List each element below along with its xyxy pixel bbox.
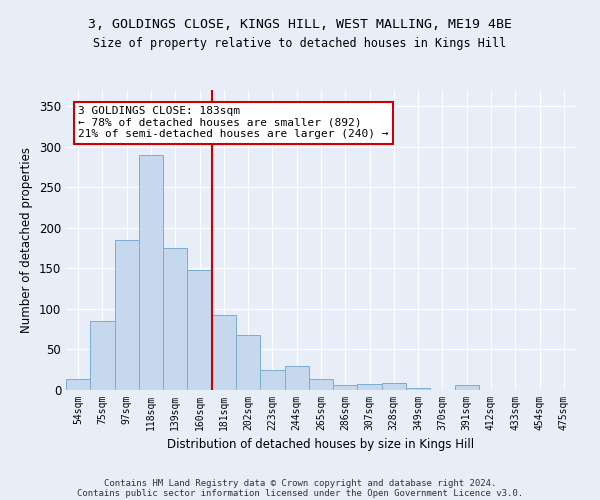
X-axis label: Distribution of detached houses by size in Kings Hill: Distribution of detached houses by size … [167, 438, 475, 452]
Bar [333, 385, 358, 390]
Y-axis label: Number of detached properties: Number of detached properties [20, 147, 34, 333]
Text: Contains HM Land Registry data © Crown copyright and database right 2024.: Contains HM Land Registry data © Crown c… [104, 478, 496, 488]
Bar [115, 240, 139, 390]
Bar [187, 270, 212, 390]
Bar [358, 384, 382, 390]
Bar [260, 370, 284, 390]
Bar [90, 321, 115, 390]
Bar [139, 155, 163, 390]
Bar [163, 248, 187, 390]
Bar [406, 388, 430, 390]
Bar [309, 378, 333, 390]
Text: Contains public sector information licensed under the Open Government Licence v3: Contains public sector information licen… [77, 488, 523, 498]
Bar [382, 382, 406, 390]
Text: 3, GOLDINGS CLOSE, KINGS HILL, WEST MALLING, ME19 4BE: 3, GOLDINGS CLOSE, KINGS HILL, WEST MALL… [88, 18, 512, 30]
Bar [212, 314, 236, 390]
Bar [455, 385, 479, 390]
Bar [284, 366, 309, 390]
Text: Size of property relative to detached houses in Kings Hill: Size of property relative to detached ho… [94, 38, 506, 51]
Bar [66, 380, 90, 390]
Text: 3 GOLDINGS CLOSE: 183sqm
← 78% of detached houses are smaller (892)
21% of semi-: 3 GOLDINGS CLOSE: 183sqm ← 78% of detach… [78, 106, 389, 140]
Bar [236, 335, 260, 390]
